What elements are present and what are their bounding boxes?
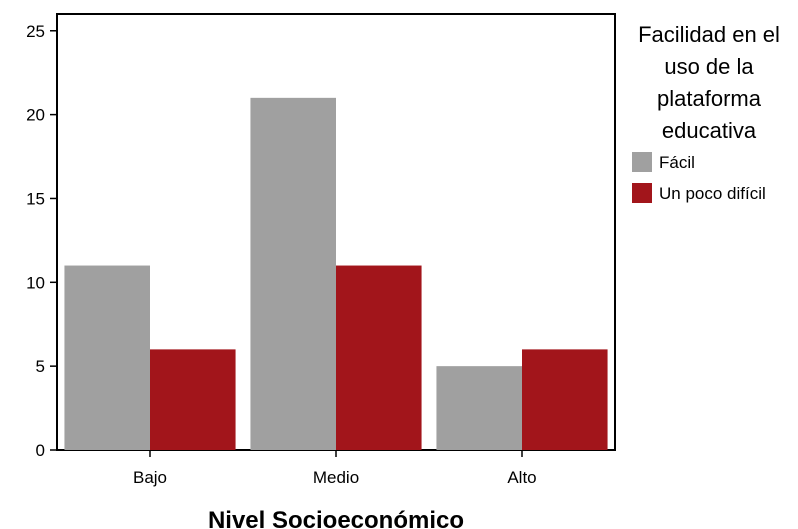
y-tick-label: 5 — [36, 357, 45, 376]
legend-label: Un poco difícil — [659, 184, 766, 203]
legend-title-line-4: educativa — [662, 118, 757, 143]
bar-facil-medio — [250, 97, 336, 450]
y-tick-label: 0 — [36, 441, 45, 460]
bar-facil-bajo — [64, 265, 150, 450]
y-tick-label: 20 — [26, 106, 45, 125]
y-tick-label: 10 — [26, 273, 45, 292]
x-tick-label: Alto — [507, 468, 536, 487]
y-tick-label: 25 — [26, 22, 45, 41]
legend-title-line-2: uso de la — [664, 54, 754, 79]
x-tick-label: Bajo — [133, 468, 167, 487]
bar-facil-alto — [436, 366, 522, 450]
bar-un-poco-dificil-medio — [336, 265, 422, 450]
y-tick-label: 15 — [26, 189, 45, 208]
legend-title-line-3: plataforma — [657, 86, 762, 111]
x-axis-title: Nivel Socioeconómico — [208, 507, 464, 529]
legend-title-line-1: Facilidad en el — [638, 22, 780, 47]
legend-swatch — [632, 183, 652, 203]
bar-un-poco-dificil-bajo — [150, 349, 236, 450]
legend-swatch — [632, 152, 652, 172]
x-tick-label: Medio — [313, 468, 359, 487]
bar-un-poco-dificil-alto — [522, 349, 608, 450]
legend: Facilidad en el uso de la plataforma edu… — [632, 22, 780, 203]
legend-label: Fácil — [659, 153, 695, 172]
